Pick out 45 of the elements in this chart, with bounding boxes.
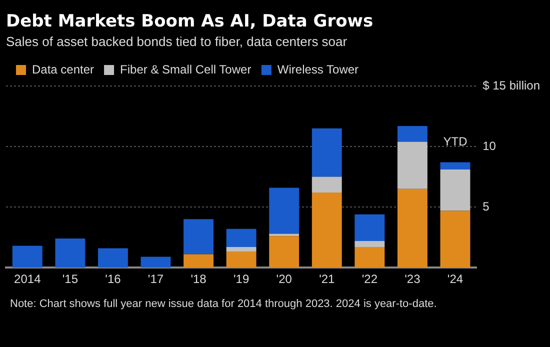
bar [184,219,214,254]
legend-label: Fiber & Small Cell Tower [120,62,252,76]
bar [354,214,385,241]
x-tick-label: '22 [362,272,378,286]
chart-subtitle: Sales of asset backed bonds tied to fiber, data centers soar [6,34,348,49]
x-tick-label: '17 [148,272,164,286]
bar [226,228,256,248]
bar [226,247,256,252]
bar [98,248,128,268]
bar [184,254,214,268]
x-tick-label: '16 [105,272,122,286]
x-tick-label: '18 [190,272,207,286]
bar [397,142,428,189]
text: Note: Chart shows full year new issue data for 2014 through 2023. 2024 is year-to-date. [10,297,438,311]
bar [354,240,385,248]
y-tick-label: $ 15 billion [482,78,540,92]
y-tick-label: 10 [482,138,496,153]
bar [312,176,342,193]
chart-title: Debt Markets Boom As AI, Data Grows [6,12,374,32]
x-tick-label: '19 [233,272,250,286]
x-tick-label: '20 [276,272,292,286]
x-tick-label: 2014 [14,272,42,286]
bar [269,188,300,234]
bar [397,188,428,268]
y-tick-label: 5 [482,199,490,214]
bar [140,256,171,268]
bar [354,247,385,268]
bar [12,246,42,268]
x-tick-label: '23 [404,272,421,286]
bar [226,252,256,268]
legend-label: Wireless Tower [277,62,359,76]
bar [312,128,342,177]
legend-label: Data center [32,62,94,76]
annotation: YTD [443,134,468,149]
bar [269,236,300,268]
bar [440,162,470,170]
bar [269,234,300,236]
bar [440,170,470,211]
x-tick-label: '21 [319,272,336,286]
bar [312,192,342,268]
x-tick-label: '24 [447,272,464,286]
x-tick-label: '15 [62,272,78,286]
bar [440,210,470,268]
bar [397,126,428,142]
bar [55,238,86,268]
